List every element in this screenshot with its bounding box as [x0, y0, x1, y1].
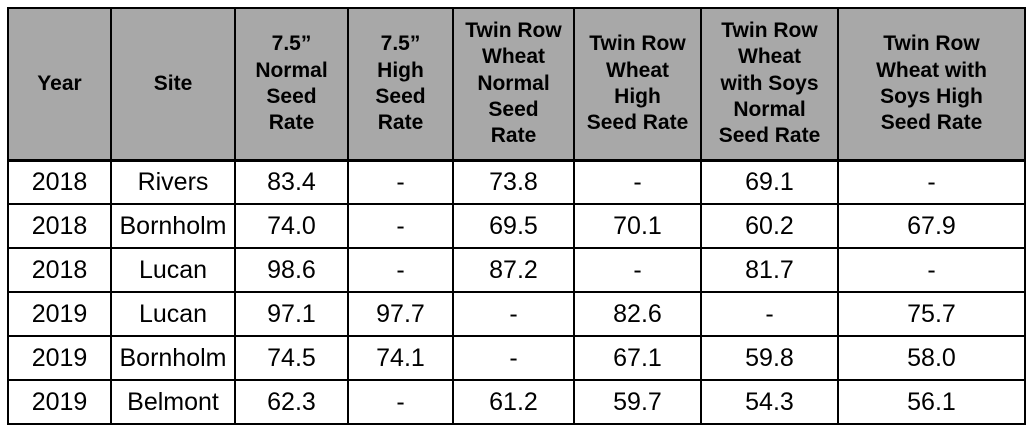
- table-cell: 2019: [7, 335, 112, 381]
- table-cell: Lucan: [110, 291, 236, 337]
- table-cell: 74.5: [234, 335, 349, 381]
- table-cell: 2019: [7, 291, 112, 337]
- header-row: Year Site 7.5” Normal Seed Rate 7.5” High S…: [7, 7, 1026, 162]
- table-cell: 75.7: [837, 291, 1026, 337]
- table-cell: 82.6: [573, 291, 702, 337]
- table-row: 2019 Lucan 97.1 97.7-82.6-75.7: [7, 291, 1026, 337]
- table-cell: 97.1: [234, 291, 349, 337]
- table-cell: -: [347, 379, 454, 425]
- column-header: Twin Row Wheat with Soys Normal Seed Rat…: [700, 7, 839, 162]
- table-cell: Bornholm: [110, 335, 236, 381]
- table-cell: 56.1: [837, 379, 1026, 425]
- table-cell: 2018: [7, 159, 112, 205]
- table-cell: Rivers: [110, 159, 236, 205]
- table-row: 2018 Bornholm 74.0-69.5 70.1 60.2 67.9: [7, 203, 1026, 249]
- table-cell: 97.7: [347, 291, 454, 337]
- seed-rate-results-table: Year Site 7.5” Normal Seed Rate 7.5” High S…: [7, 7, 1026, 425]
- table-cell: 67.1: [573, 335, 702, 381]
- table-cell: -: [452, 335, 575, 381]
- column-header: Site: [110, 7, 236, 162]
- table-cell: 87.2: [452, 247, 575, 293]
- table-cell: -: [347, 247, 454, 293]
- table-cell: Lucan: [110, 247, 236, 293]
- table-row: 2018 Lucan 98.6-87.2-81.7-: [7, 247, 1026, 293]
- table-body: 2018 Rivers 83.4-73.8-69.1-2018 Bornholm 74.…: [7, 159, 1026, 425]
- column-header: Year: [7, 7, 112, 162]
- table-header: Year Site 7.5” Normal Seed Rate 7.5” High S…: [7, 7, 1026, 162]
- table-cell: 60.2: [700, 203, 839, 249]
- table-cell: Bornholm: [110, 203, 236, 249]
- table-cell: 61.2: [452, 379, 575, 425]
- table-cell: 81.7: [700, 247, 839, 293]
- table-cell: 2018: [7, 203, 112, 249]
- seed-rate-results-table-wrap: Year Site 7.5” Normal Seed Rate 7.5” High S…: [7, 7, 1026, 425]
- table-cell: 74.1: [347, 335, 454, 381]
- table-cell: 70.1: [573, 203, 702, 249]
- table-cell: 67.9: [837, 203, 1026, 249]
- column-header: 7.5” High Seed Rate: [347, 7, 454, 162]
- table-cell: 98.6: [234, 247, 349, 293]
- table-cell: 2018: [7, 247, 112, 293]
- table-cell: 73.8: [452, 159, 575, 205]
- table-cell: -: [837, 159, 1026, 205]
- table-cell: -: [700, 291, 839, 337]
- table-cell: 62.3: [234, 379, 349, 425]
- table-cell: Belmont: [110, 379, 236, 425]
- table-cell: -: [452, 291, 575, 337]
- table-cell: 69.5: [452, 203, 575, 249]
- table-row: 2018 Rivers 83.4-73.8-69.1-: [7, 159, 1026, 205]
- table-row: 2019 Bornholm 74.5 74.1-67.1 59.8 58.0: [7, 335, 1026, 381]
- table-cell: -: [573, 247, 702, 293]
- table-cell: -: [347, 159, 454, 205]
- table-cell: 69.1: [700, 159, 839, 205]
- table-cell: -: [837, 247, 1026, 293]
- table-cell: -: [573, 159, 702, 205]
- table-cell: 83.4: [234, 159, 349, 205]
- table-cell: 74.0: [234, 203, 349, 249]
- table-cell: 59.7: [573, 379, 702, 425]
- column-header: Twin Row Wheat Normal Seed Rate: [452, 7, 575, 162]
- column-header: Twin Row Wheat High Seed Rate: [573, 7, 702, 162]
- table-cell: 2019: [7, 379, 112, 425]
- column-header: Twin Row Wheat with Soys High Seed Rate: [837, 7, 1026, 162]
- table-cell: 58.0: [837, 335, 1026, 381]
- table-cell: -: [347, 203, 454, 249]
- table-cell: 59.8: [700, 335, 839, 381]
- table-row: 2019 Belmont 62.3-61.2 59.7 54.3 56.1: [7, 379, 1026, 425]
- column-header: 7.5” Normal Seed Rate: [234, 7, 349, 162]
- table-cell: 54.3: [700, 379, 839, 425]
